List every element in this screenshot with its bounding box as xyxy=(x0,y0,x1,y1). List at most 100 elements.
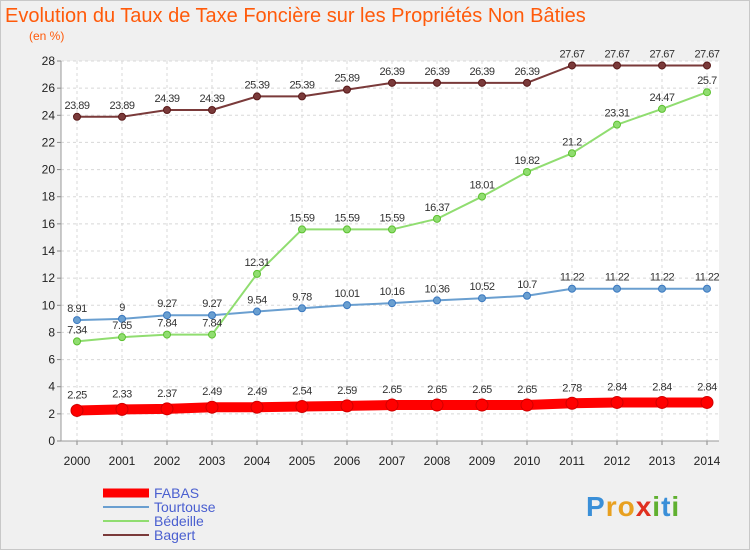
y-tick-label: 10 xyxy=(42,298,56,312)
data-label-tourtouse: 10.16 xyxy=(379,286,404,298)
data-point-tourtouse xyxy=(658,284,666,293)
data-point-bagert xyxy=(163,105,171,114)
data-label-bedeille: 25.7 xyxy=(697,75,717,87)
data-point-tourtouse xyxy=(433,296,441,305)
data-point-tourtouse xyxy=(118,314,126,323)
y-tick-label: 14 xyxy=(42,244,56,258)
data-point-tourtouse xyxy=(208,311,216,320)
x-tick-label: 2003 xyxy=(199,454,226,468)
data-label-bedeille: 18.01 xyxy=(469,180,494,192)
legend-label-tourtouse: Tourtouse xyxy=(154,499,216,515)
x-tick-label: 2011 xyxy=(559,454,585,468)
data-labels: 2.25 2.33 2.37 2.49 2.49 2.54 2.59 2.65 2.65 2.65… xyxy=(64,48,720,401)
grid-lines xyxy=(61,60,719,441)
data-point-bagert xyxy=(433,78,441,87)
data-point-bedeille xyxy=(388,225,396,234)
data-label-tourtouse: 9.78 xyxy=(292,291,312,303)
x-tick-label: 2014 xyxy=(694,454,721,468)
data-label-bedeille: 7.34 xyxy=(67,324,87,336)
data-label-bedeille: 24.47 xyxy=(649,92,674,104)
data-point-fabas xyxy=(250,400,264,414)
data-point-bedeille xyxy=(523,168,531,177)
data-point-fabas xyxy=(700,395,714,409)
data-point-bagert xyxy=(73,112,81,121)
data-point-bedeille xyxy=(433,214,441,223)
data-label-bagert: 26.39 xyxy=(469,66,494,78)
data-point-fabas xyxy=(160,402,174,416)
logo-letter: x xyxy=(635,491,653,522)
data-label-fabas: 2.49 xyxy=(247,386,267,398)
data-label-fabas: 2.37 xyxy=(157,388,177,400)
data-label-tourtouse: 9.54 xyxy=(247,295,267,307)
data-label-tourtouse: 11.22 xyxy=(605,272,630,284)
data-label-bagert: 27.67 xyxy=(649,48,674,60)
data-label-bagert: 25.39 xyxy=(244,79,269,91)
data-label-bagert: 23.89 xyxy=(109,100,134,112)
data-label-bedeille: 12.31 xyxy=(244,257,269,269)
data-label-fabas: 2.65 xyxy=(472,384,492,396)
y-tick-label: 4 xyxy=(48,380,55,394)
data-point-fabas xyxy=(205,400,219,414)
legend-label-bagert: Bagert xyxy=(154,527,195,543)
y-tick-label: 8 xyxy=(48,325,55,339)
data-point-fabas xyxy=(115,402,129,416)
data-point-bedeille xyxy=(568,149,576,158)
data-point-tourtouse xyxy=(253,307,261,316)
data-point-bedeille xyxy=(613,120,621,129)
x-tick-label: 2005 xyxy=(289,454,316,468)
data-label-bagert: 24.39 xyxy=(154,93,179,105)
data-point-fabas xyxy=(565,396,579,410)
data-point-bagert xyxy=(658,61,666,70)
y-tick-label: 6 xyxy=(48,353,55,367)
y-tick-label: 2 xyxy=(48,407,55,421)
data-point-bagert xyxy=(208,105,216,114)
y-tick-label: 26 xyxy=(42,81,56,95)
x-tick-label: 2013 xyxy=(649,454,676,468)
data-label-fabas: 2.65 xyxy=(382,384,402,396)
data-point-bedeille xyxy=(703,88,711,97)
x-tick-label: 2012 xyxy=(604,454,631,468)
proxiti-logo: Proxiti xyxy=(586,491,680,523)
data-label-bedeille: 7.65 xyxy=(112,320,132,332)
data-label-fabas: 2.84 xyxy=(697,381,717,393)
data-label-tourtouse: 11.22 xyxy=(695,272,720,284)
data-point-bedeille xyxy=(298,225,306,234)
data-label-bedeille: 16.37 xyxy=(424,202,449,214)
data-label-tourtouse: 8.91 xyxy=(67,303,87,315)
data-label-tourtouse: 10.01 xyxy=(334,288,359,300)
data-point-bagert xyxy=(523,78,531,87)
y-tick-label: 28 xyxy=(42,54,56,68)
data-point-bagert xyxy=(613,61,621,70)
data-label-bagert: 25.39 xyxy=(289,79,314,91)
data-point-tourtouse xyxy=(388,299,396,308)
data-label-tourtouse: 10.52 xyxy=(469,281,494,293)
data-point-fabas xyxy=(475,398,489,412)
data-label-tourtouse: 10.36 xyxy=(424,283,449,295)
data-point-fabas xyxy=(385,398,399,412)
data-label-tourtouse: 11.22 xyxy=(650,272,675,284)
data-point-tourtouse xyxy=(163,311,171,320)
x-tick-label: 2002 xyxy=(154,454,181,468)
data-point-bedeille xyxy=(343,225,351,234)
data-point-fabas xyxy=(340,399,354,413)
data-point-fabas xyxy=(610,395,624,409)
data-point-tourtouse xyxy=(613,284,621,293)
data-point-fabas xyxy=(520,398,534,412)
data-label-bedeille: 7.84 xyxy=(202,318,222,330)
x-tick-label: 2009 xyxy=(469,454,496,468)
data-label-fabas: 2.33 xyxy=(112,388,132,400)
data-point-bagert xyxy=(343,85,351,94)
data-label-tourtouse: 9.27 xyxy=(202,298,222,310)
data-point-tourtouse xyxy=(703,284,711,293)
x-tick-label: 2010 xyxy=(514,454,541,468)
data-label-tourtouse: 10.7 xyxy=(517,279,537,291)
x-tick-label: 2001 xyxy=(109,454,136,468)
x-tick-label: 2007 xyxy=(379,454,406,468)
x-tick-label: 2006 xyxy=(334,454,361,468)
y-tick-label: 16 xyxy=(42,217,56,231)
data-point-tourtouse xyxy=(568,284,576,293)
logo-letter: P xyxy=(586,491,606,522)
y-tick-label: 22 xyxy=(42,135,56,149)
x-tick-label: 2000 xyxy=(64,454,91,468)
